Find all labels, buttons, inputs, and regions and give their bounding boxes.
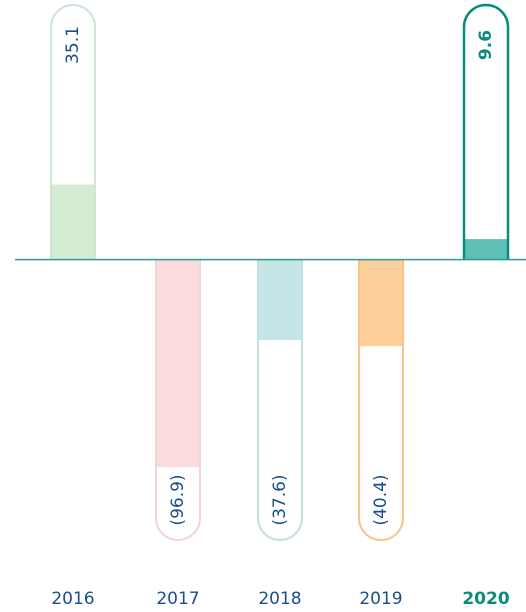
x-tick-label: 2020 xyxy=(462,589,509,609)
bar-outline xyxy=(50,4,96,260)
bar xyxy=(156,259,200,468)
value-label: 35.1 xyxy=(63,26,83,64)
x-tick-label: 2016 xyxy=(51,589,94,609)
bar xyxy=(258,259,302,341)
bar-outline xyxy=(358,259,404,541)
bar xyxy=(51,184,95,260)
bar-outline xyxy=(257,259,303,541)
value-label: (37.6) xyxy=(270,474,290,525)
value-label: 9.6 xyxy=(476,30,496,60)
value-label: (96.9) xyxy=(168,474,188,525)
bar xyxy=(464,239,508,260)
bar-outline xyxy=(462,3,510,260)
bar-outline xyxy=(155,259,201,541)
value-label: (40.4) xyxy=(371,474,391,525)
x-tick-label: 2018 xyxy=(258,589,301,609)
bar xyxy=(359,259,403,347)
x-tick-label: 2017 xyxy=(156,589,199,609)
x-tick-label: 2019 xyxy=(359,589,402,609)
